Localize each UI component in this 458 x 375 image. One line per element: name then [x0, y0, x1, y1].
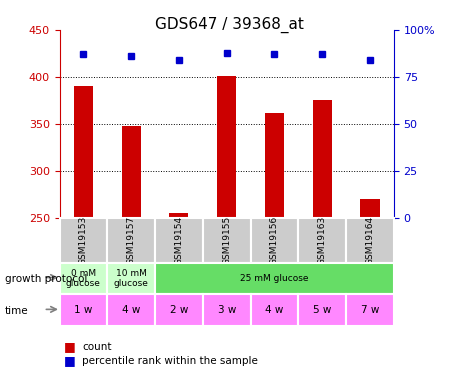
Text: 5 w: 5 w: [313, 305, 332, 315]
Text: 2 w: 2 w: [170, 305, 188, 315]
Text: GSM19154: GSM19154: [174, 215, 184, 265]
Text: percentile rank within the sample: percentile rank within the sample: [82, 356, 258, 366]
Bar: [155, 217, 203, 262]
Text: 10 mM
glucose: 10 mM glucose: [114, 269, 149, 288]
Bar: [251, 217, 298, 262]
Text: time: time: [5, 306, 28, 315]
Text: GSM19157: GSM19157: [127, 215, 136, 265]
Text: 1 w: 1 w: [74, 305, 93, 315]
Text: GSM19156: GSM19156: [270, 215, 279, 265]
Bar: [74, 86, 93, 218]
Bar: [346, 217, 394, 262]
Bar: [107, 262, 155, 294]
Bar: [155, 262, 394, 294]
Text: 25 mM glucose: 25 mM glucose: [240, 274, 309, 283]
Bar: [203, 294, 251, 326]
Text: ■: ■: [64, 354, 76, 367]
Bar: [122, 126, 141, 218]
Text: 7 w: 7 w: [361, 305, 379, 315]
Text: GSM19164: GSM19164: [365, 215, 375, 265]
Bar: [107, 294, 155, 326]
Bar: [251, 294, 298, 326]
Text: 4 w: 4 w: [122, 305, 140, 315]
Text: GSM19163: GSM19163: [318, 215, 327, 265]
Text: count: count: [82, 342, 112, 352]
Bar: [60, 294, 107, 326]
Bar: [265, 112, 284, 218]
Text: 3 w: 3 w: [218, 305, 236, 315]
Bar: [107, 217, 155, 262]
Text: 0 mM
glucose: 0 mM glucose: [66, 269, 101, 288]
Text: ■: ■: [64, 340, 76, 353]
Bar: [203, 217, 251, 262]
Bar: [169, 213, 189, 217]
Text: GSM19155: GSM19155: [222, 215, 231, 265]
Bar: [155, 294, 203, 326]
Text: GDS647 / 39368_at: GDS647 / 39368_at: [154, 17, 304, 33]
Bar: [217, 76, 236, 217]
Text: GSM19153: GSM19153: [79, 215, 88, 265]
Bar: [346, 294, 394, 326]
Bar: [60, 262, 107, 294]
Bar: [298, 217, 346, 262]
Bar: [360, 199, 380, 217]
Bar: [60, 217, 107, 262]
Text: growth protocol: growth protocol: [5, 274, 87, 284]
Bar: [298, 294, 346, 326]
Text: 4 w: 4 w: [265, 305, 284, 315]
Bar: [313, 100, 332, 218]
